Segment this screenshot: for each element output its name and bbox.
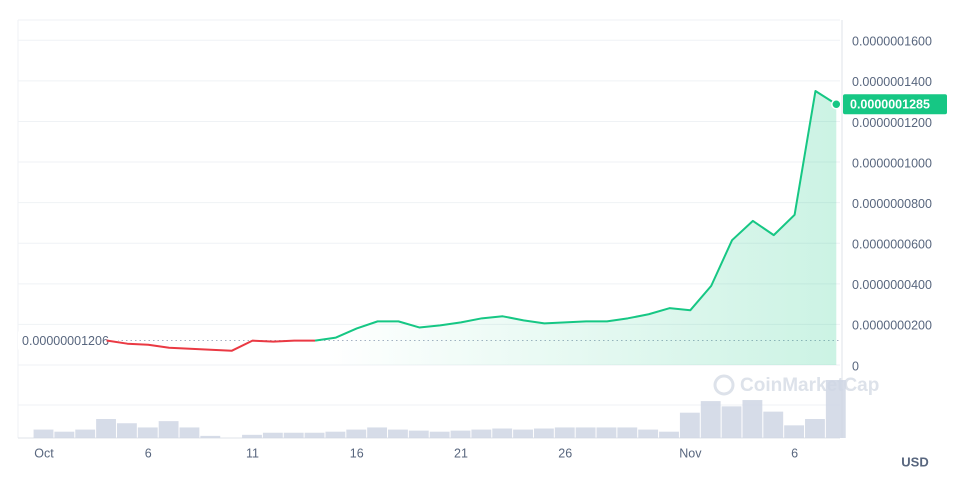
volume-bar	[242, 434, 262, 438]
reference-label: 0.00000001206	[22, 334, 109, 348]
x-tick-label: 6	[791, 446, 798, 460]
volume-bar	[471, 429, 492, 438]
y-tick-label: 0.0000001000	[852, 156, 932, 170]
reference-label-bg	[18, 331, 118, 350]
volume-bar	[33, 429, 54, 438]
volume-bar	[262, 432, 283, 438]
volume-bar	[784, 425, 805, 438]
volume-bar	[659, 431, 679, 438]
volume-bar	[533, 428, 554, 438]
volume-bar	[492, 428, 513, 438]
volume-bar	[429, 431, 450, 438]
volume-bar	[304, 432, 325, 438]
x-tick-label: Nov	[679, 446, 702, 460]
volume-bar	[596, 427, 617, 438]
volume-bar	[116, 423, 137, 438]
volume-bar	[575, 427, 596, 438]
volume-bar	[721, 406, 742, 438]
y-tick-label: 0.0000001200	[852, 116, 932, 130]
volume-bar	[700, 401, 721, 438]
y-tick-label: 0.0000000600	[852, 238, 932, 252]
volume-bar	[75, 429, 96, 438]
volume-bar	[825, 380, 846, 438]
volume-bar	[388, 429, 408, 438]
y-tick-label: 0.0000001600	[852, 35, 932, 49]
volume-bar	[450, 430, 471, 438]
current-dot	[831, 98, 842, 110]
volume-bar	[54, 431, 75, 438]
x-tick-label: 6	[145, 446, 152, 460]
price-line	[106, 339, 316, 352]
x-tick-label: 26	[558, 446, 572, 460]
volume-bar	[805, 419, 825, 438]
x-tick-label: 11	[246, 446, 259, 460]
volume-bar	[554, 427, 575, 438]
x-tick-label: 21	[454, 446, 468, 460]
price-line	[314, 90, 837, 342]
volume-bar	[96, 419, 116, 438]
y-tick-label: 0.0000000200	[852, 319, 932, 333]
volume-bar	[179, 427, 200, 438]
volume-bar	[763, 411, 784, 438]
y-tick-label: 0.0000001400	[852, 75, 932, 89]
volume-bar	[513, 429, 533, 438]
volume-bar	[137, 427, 158, 438]
volume-bar	[283, 432, 304, 438]
x-tick-label: 16	[350, 446, 364, 460]
volume-bar	[346, 429, 367, 438]
watermark-logo	[713, 374, 735, 396]
watermark: CoinMarketCap	[740, 375, 879, 396]
currency-label: USD	[901, 454, 928, 469]
volume-bar	[617, 427, 638, 438]
y-tick-label: 0.0000000400	[852, 278, 932, 292]
volume-bar	[679, 412, 700, 438]
volume-bar	[158, 421, 179, 438]
price-area	[106, 91, 837, 365]
x-tick-label: Oct	[34, 446, 54, 460]
volume-bar	[638, 429, 659, 438]
current-label: 0.0000001285	[850, 98, 930, 112]
volume-bar	[367, 427, 388, 438]
volume-bar	[408, 430, 429, 438]
volume-bar	[200, 435, 221, 438]
y-tick-label: 0	[852, 359, 859, 373]
volume-bar	[742, 400, 763, 438]
y-tick-label: 0.0000000800	[852, 197, 932, 211]
volume-bar	[325, 431, 346, 438]
current-label-bg	[843, 94, 947, 115]
